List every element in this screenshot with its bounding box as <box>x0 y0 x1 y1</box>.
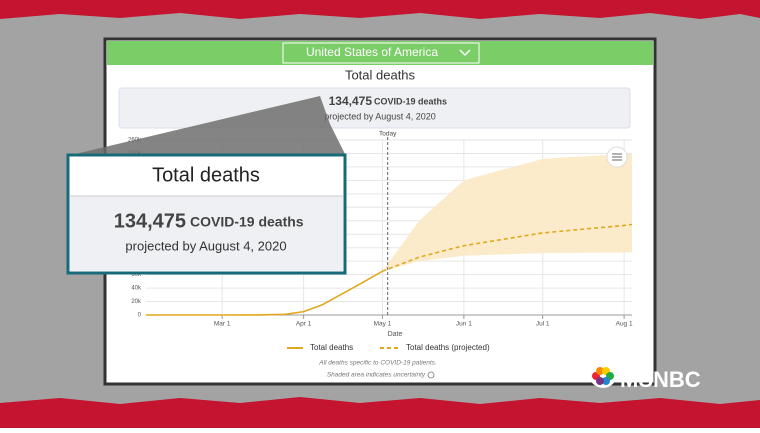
callout-value: 134,475 <box>114 210 186 232</box>
uncertainty-band <box>382 153 632 272</box>
y-tick-label: 60k <box>131 272 142 278</box>
info-icon[interactable] <box>427 371 435 379</box>
x-tick-label: Jul 1 <box>536 321 550 328</box>
y-tick-label: 40k <box>131 286 142 292</box>
top-ribbon <box>0 0 760 19</box>
header-band <box>107 41 653 65</box>
legend-label[interactable]: Total deaths (projected) <box>406 343 490 352</box>
x-axis-label: Date <box>388 331 403 338</box>
summary-note: projected by August 4, 2020 <box>324 111 436 121</box>
menu-icon <box>612 153 622 161</box>
callout-title: Total deaths <box>152 164 260 186</box>
summary-box <box>118 87 631 129</box>
legend-label[interactable]: Total deaths <box>310 343 353 352</box>
dropdown[interactable] <box>282 42 480 64</box>
dropdown-label: United States of America <box>306 45 438 59</box>
note: Shaded area indicates uncertainty <box>327 372 426 379</box>
y-tick-label: 0 <box>138 313 142 319</box>
series-line <box>146 270 383 316</box>
callout-note: projected by August 4, 2020 <box>125 238 286 253</box>
series-line <box>382 223 633 272</box>
y-tick-label: 20k <box>131 299 142 305</box>
bottom-ribbon <box>0 397 760 428</box>
note: All deaths specific to COVID-19 patients… <box>318 360 437 367</box>
callout-connector <box>67 96 346 156</box>
callout-unit: COVID-19 deaths <box>190 214 304 230</box>
x-tick-label: Apr 1 <box>296 321 312 328</box>
summary-value: 134,475 <box>329 94 373 108</box>
peacock <box>589 360 617 388</box>
today-label: Today <box>379 131 397 138</box>
callout-inner <box>70 196 343 271</box>
x-tick-label: Mar 1 <box>214 321 231 328</box>
x-tick-label: May 1 <box>374 321 392 328</box>
chart-title: Total deaths <box>345 67 416 82</box>
dropdown-arrow <box>459 49 471 57</box>
x-tick-label: Jun 1 <box>456 321 472 328</box>
x-tick-label: Aug 1 <box>616 321 633 328</box>
brand: MSNBC <box>620 367 701 392</box>
summary-unit: COVID-19 deaths <box>374 96 447 106</box>
